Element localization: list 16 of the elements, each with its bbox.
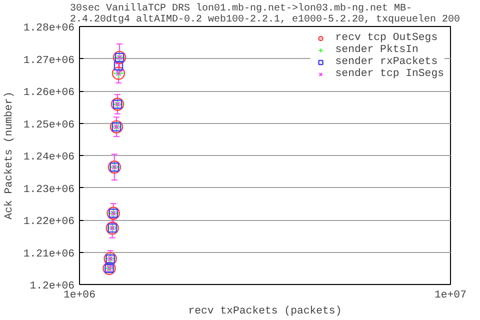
y-axis-title: Ack Packets (number) (3, 92, 16, 220)
legend-label: sender rxPackets (335, 56, 438, 68)
y-tick-label: 1.25e+06 (23, 119, 75, 132)
y-tick-label: 1.23e+06 (23, 184, 75, 196)
x-tick-label: 1e+06 (64, 290, 96, 302)
x-tick-label: 1e+07 (434, 290, 466, 302)
y-tick-label: 1.24e+06 (23, 152, 75, 164)
x-axis-title: recv txPackets (packets) (188, 306, 342, 318)
legend-label: recv tcp OutSegs (335, 32, 438, 44)
y-tick-label: 1.28e+06 (23, 22, 75, 34)
legend-label: sender tcp InSegs (335, 68, 444, 80)
y-tick-label: 1.21e+06 (23, 248, 75, 260)
legend-label: sender PktsIn (335, 44, 418, 56)
y-tick-label: 1.27e+06 (23, 54, 75, 67)
y-tick-label: 1.22e+06 (23, 216, 75, 228)
y-tick-label: 1.26e+06 (23, 87, 75, 99)
